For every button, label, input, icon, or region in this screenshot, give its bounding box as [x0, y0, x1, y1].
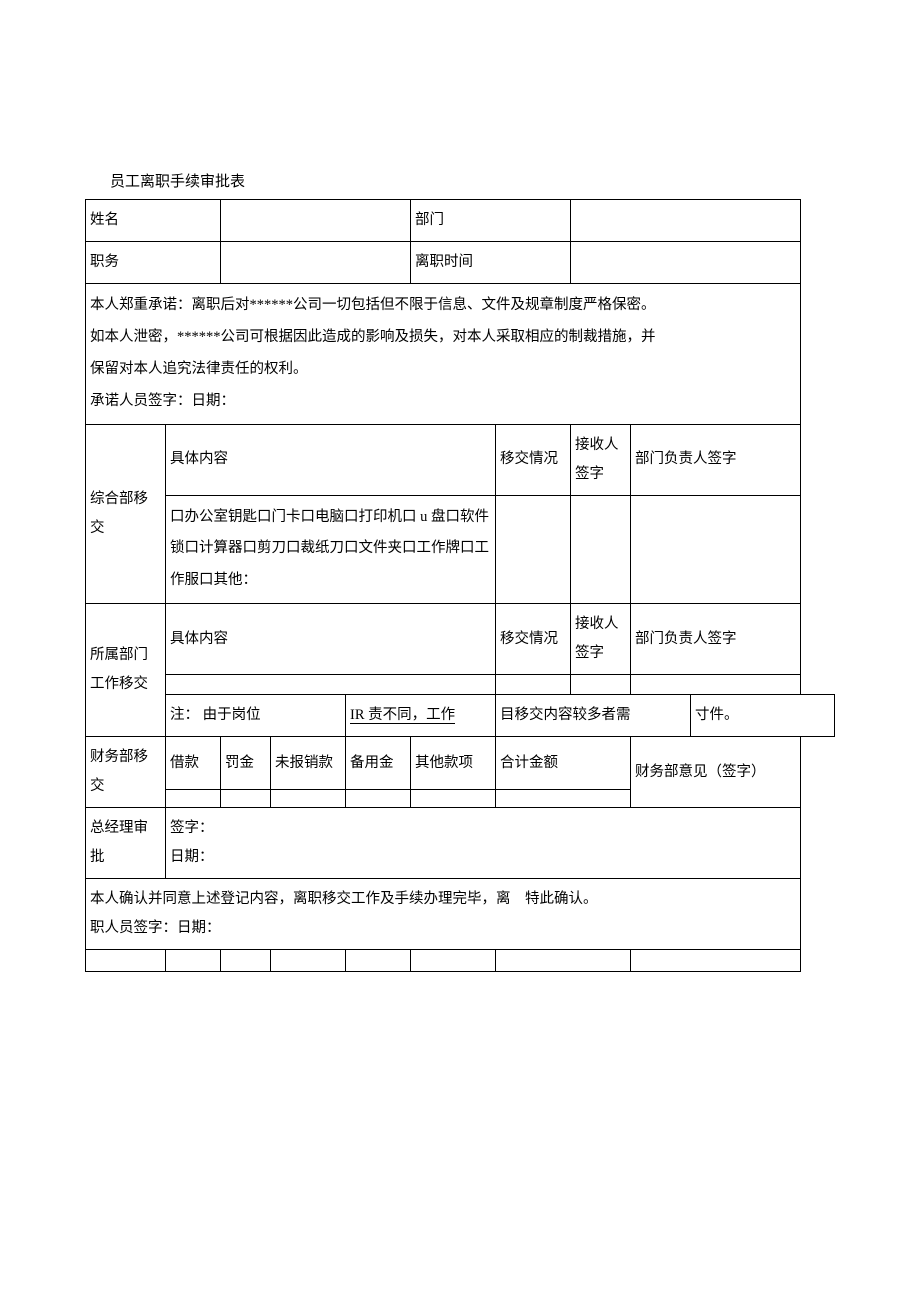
position-field[interactable] — [221, 242, 411, 284]
name-label: 姓名 — [86, 200, 221, 242]
form-table: 姓名 部门 职务 离职时间 本人郑重承诺：离职后对******公司一切包括但不限… — [85, 199, 835, 972]
section2-note3: 目移交内容较多者需 — [496, 695, 691, 737]
section2-h4: 部门负责人签字 — [631, 604, 801, 675]
commitment-line1: 本人郑重承诺：离职后对******公司一切包括但不限于信息、文件及规章制度严格保… — [90, 290, 796, 322]
section3-c7: 财务部意见（签字） — [631, 737, 801, 808]
position-label: 职务 — [86, 242, 221, 284]
commitment-block: 本人郑重承诺：离职后对******公司一切包括但不限于信息、文件及规章制度严格保… — [86, 284, 801, 425]
section1-h2: 移交情况 — [496, 424, 571, 495]
section4-sign: 签字： — [170, 814, 796, 843]
section1-label: 综合部移交 — [86, 424, 166, 604]
bottom-c4[interactable] — [271, 950, 346, 972]
bottom-c2[interactable] — [166, 950, 221, 972]
section4-content[interactable]: 签字： 日期： — [166, 808, 801, 879]
form-title: 员工离职手续审批表 — [110, 170, 835, 191]
section3-c5: 其他款项 — [411, 737, 496, 790]
dept-label: 部门 — [411, 200, 571, 242]
confirm-line2: 职人员签字：日期： — [90, 914, 796, 943]
leave-time-label: 离职时间 — [411, 242, 571, 284]
name-field[interactable] — [221, 200, 411, 242]
section1-h3: 接收人签字 — [571, 424, 631, 495]
leave-time-field[interactable] — [571, 242, 801, 284]
section3-c6: 合计金额 — [496, 737, 631, 790]
section2-empty1[interactable] — [166, 675, 496, 695]
section2-h3: 接收人签字 — [571, 604, 631, 675]
bottom-c7[interactable] — [496, 950, 631, 972]
section4-date: 日期： — [170, 843, 796, 872]
section2-note1: 注： 由于岗位 — [166, 695, 346, 737]
section4-label: 总经理审批 — [86, 808, 166, 879]
section3-v2[interactable] — [221, 790, 271, 808]
confirm-line1: 本人确认并同意上述登记内容，离职移交工作及手续办理完毕，离 特此确认。 — [90, 885, 796, 914]
commitment-line2: 如本人泄密，******公司可根据因此造成的影响及损失，对本人采取相应的制裁措施… — [90, 322, 796, 354]
section1-status[interactable] — [496, 495, 571, 604]
section1-items: 口办公室钥匙口门卡口电脑口打印机口 u 盘口软件锁口计算器口剪刀口裁纸刀口文件夹… — [166, 495, 496, 604]
section2-receiver[interactable] — [571, 675, 631, 695]
section2-label: 所属部门工作移交 — [86, 604, 166, 737]
bottom-c6[interactable] — [411, 950, 496, 972]
section3-v4[interactable] — [346, 790, 411, 808]
commitment-line3: 保留对本人追究法律责任的权利。 — [90, 354, 796, 386]
section3-c3: 未报销款 — [271, 737, 346, 790]
bottom-c8[interactable] — [631, 950, 801, 972]
section3-c2: 罚金 — [221, 737, 271, 790]
commitment-line4: 承诺人员签字：日期： — [90, 386, 796, 418]
section1-receiver[interactable] — [571, 495, 631, 604]
section3-v1[interactable] — [166, 790, 221, 808]
bottom-c3[interactable] — [221, 950, 271, 972]
section3-c1: 借款 — [166, 737, 221, 790]
section2-h1: 具体内容 — [166, 604, 496, 675]
section1-h4: 部门负责人签字 — [631, 424, 801, 495]
bottom-c1[interactable] — [86, 950, 166, 972]
confirm-block: 本人确认并同意上述登记内容，离职移交工作及手续办理完毕，离 特此确认。 职人员签… — [86, 879, 801, 950]
section3-label: 财务部移交 — [86, 737, 166, 808]
section2-note2: IR 责不同，工作 — [346, 695, 496, 737]
section2-h2: 移交情况 — [496, 604, 571, 675]
section1-h1: 具体内容 — [166, 424, 496, 495]
section2-manager[interactable] — [631, 675, 801, 695]
section3-v3[interactable] — [271, 790, 346, 808]
section3-c4: 备用金 — [346, 737, 411, 790]
section3-v5[interactable] — [411, 790, 496, 808]
bottom-c5[interactable] — [346, 950, 411, 972]
section3-v6[interactable] — [496, 790, 631, 808]
dept-field[interactable] — [571, 200, 801, 242]
section2-note4: 寸件。 — [691, 695, 835, 737]
section2-status[interactable] — [496, 675, 571, 695]
section1-manager[interactable] — [631, 495, 801, 604]
